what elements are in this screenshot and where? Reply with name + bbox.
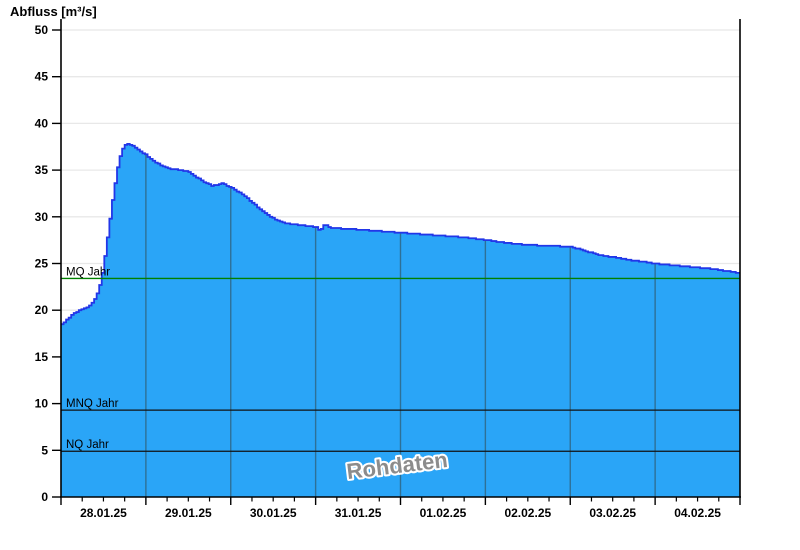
y-tick-label: 30 (35, 210, 49, 224)
reference-lines: MQ Jahr MNQ Jahr NQ Jahr (61, 266, 740, 452)
reference-line-label-1: MNQ Jahr (66, 398, 119, 410)
x-tick-label: 04.02.25 (674, 506, 721, 520)
reference-line-label-2: NQ Jahr (66, 439, 109, 451)
y-tick-label: 15 (35, 350, 49, 364)
x-tick-label: 03.02.25 (589, 506, 636, 520)
y-tick-label: 0 (41, 490, 48, 504)
series-line (61, 143, 740, 326)
y-tick-label: 45 (35, 70, 49, 84)
chart-title: Abfluss [m³/s] (10, 4, 97, 19)
x-tick-label: 29.01.25 (165, 506, 212, 520)
discharge-line (61, 143, 740, 326)
x-tick-label: 01.02.25 (420, 506, 467, 520)
y-tick-label: 50 (35, 23, 49, 37)
y-tick-label: 25 (35, 257, 49, 271)
y-tick-label: 20 (35, 303, 49, 317)
x-tick-label: 28.01.25 (80, 506, 127, 520)
y-tick-label: 10 (35, 397, 49, 411)
x-tick-label: 30.01.25 (250, 506, 297, 520)
y-tick-label: 5 (41, 443, 48, 457)
x-tick-label: 02.02.25 (504, 506, 551, 520)
reference-line-label-0: MQ Jahr (66, 266, 110, 278)
x-ticks: 28.01.25 29.01.25 30.01.25 31.01.25 01.02.25… (60, 497, 741, 520)
y-ticks: 0 5 10 15 20 25 30 35 40 45 50 (35, 23, 61, 504)
y-tick-label: 35 (35, 163, 49, 177)
x-tick-label: 31.01.25 (335, 506, 382, 520)
y-tick-label: 40 (35, 116, 49, 130)
